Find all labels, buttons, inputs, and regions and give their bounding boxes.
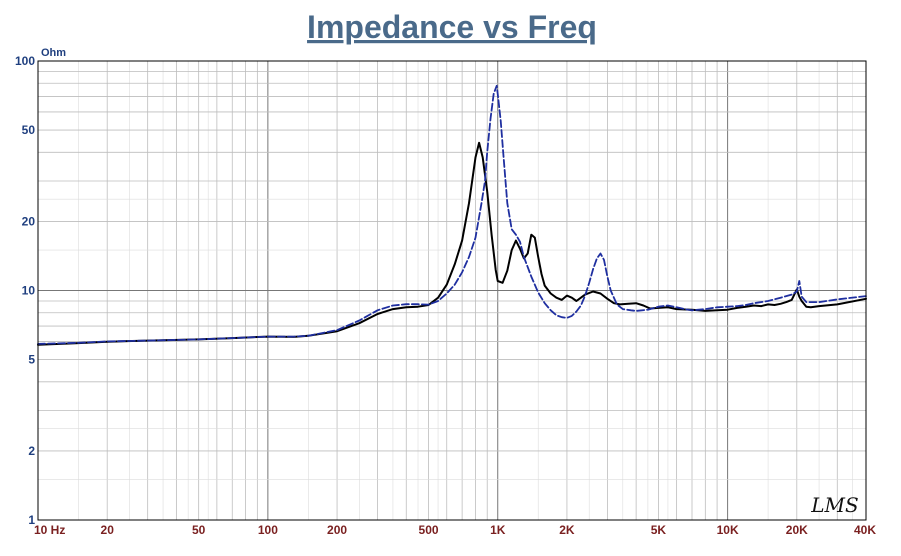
impedance-series-line-1: [37, 141, 867, 346]
x-tick-label: 5K: [651, 523, 667, 537]
x-tick-label: 100: [258, 523, 278, 537]
plot-border: [37, 60, 867, 521]
y-tick-label: 10: [22, 284, 36, 298]
y-tick-label: 50: [22, 123, 36, 137]
x-tick-label: 20: [101, 523, 115, 537]
series-layer: [37, 84, 867, 346]
x-tick-label: 500: [419, 523, 439, 537]
x-tick-label: 10 Hz: [34, 523, 65, 537]
impedance-series-line-2: [37, 84, 867, 345]
x-tick-labels: 10 Hz 20 50 100 200 500 1K 2K 5K 10K 20K 40K: [34, 523, 876, 537]
y-tick-label: 5: [28, 353, 35, 367]
y-axis-unit-label: Ohm: [41, 47, 66, 59]
y-tick-label: 100: [15, 54, 35, 68]
grid: [37, 60, 867, 521]
x-tick-label: 20K: [786, 523, 808, 537]
x-tick-label: 50: [192, 523, 206, 537]
x-tick-label: 10K: [717, 523, 739, 537]
y-tick-labels: 100 50 20 10 5 2 1: [15, 54, 35, 527]
y-tick-label: 1: [28, 513, 35, 527]
lms-watermark: LMS: [810, 493, 858, 517]
x-tick-label: 1K: [490, 523, 506, 537]
x-tick-label: 200: [327, 523, 347, 537]
y-tick-label: 20: [22, 214, 36, 228]
y-tick-label: 2: [28, 444, 35, 458]
x-tick-label: 2K: [559, 523, 575, 537]
x-tick-label: 40K: [854, 523, 876, 537]
chart-title: Impedance vs Freq: [307, 9, 597, 45]
